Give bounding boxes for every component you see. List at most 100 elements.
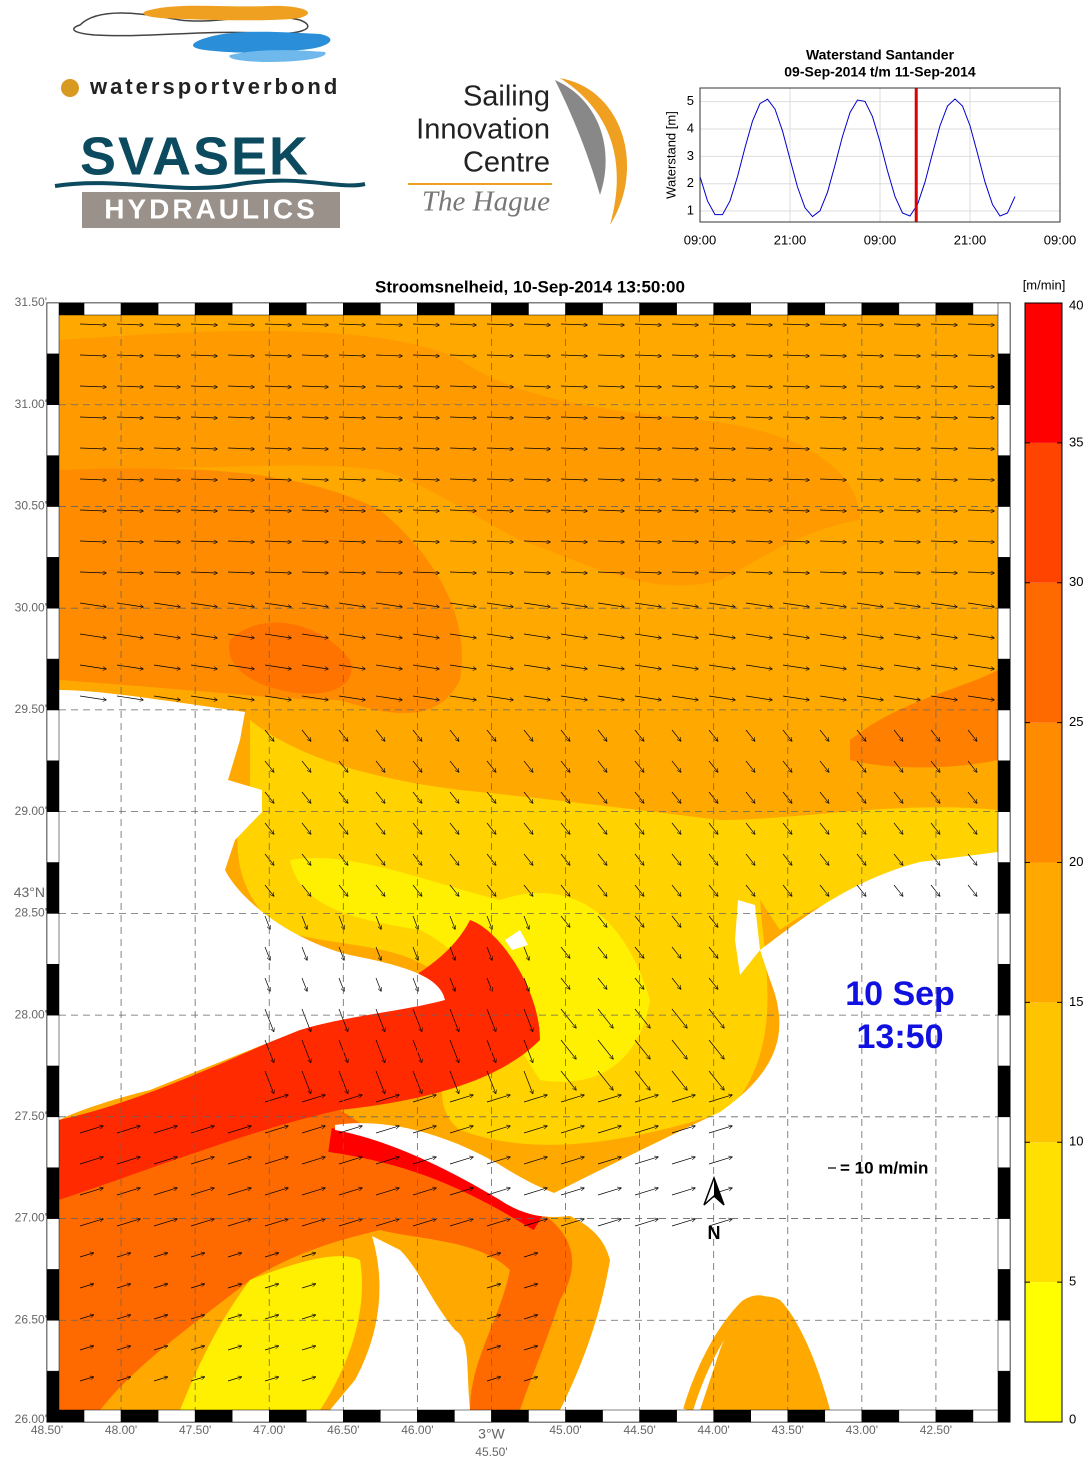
frame-segment [46,963,60,1016]
arrow [301,1039,311,1062]
frame-segment [46,1116,60,1168]
arrow [412,1219,436,1227]
arrow [819,633,846,638]
arrow [338,324,365,325]
arrow [153,448,180,449]
arrow [264,479,291,480]
lat-degree-label: 43°N [14,884,45,900]
frame-segment [997,658,1011,711]
arrow [301,1070,311,1093]
arrow [523,1095,547,1103]
arrow [745,760,755,772]
arrow [301,791,311,803]
arrow [819,729,829,741]
arrow [190,1284,204,1289]
arrow [264,1253,278,1258]
arrow [560,1188,584,1196]
arrow [967,572,994,573]
arrow [486,541,513,542]
arrow [967,884,977,896]
arrow [819,448,846,449]
lon-tick-label: 44.00' [698,1423,730,1437]
colorbar-tick-label: 5 [1069,1274,1076,1289]
frame-segment [194,1409,233,1423]
arrow [634,386,661,387]
frame-segment [997,913,1011,965]
arrow [79,1157,103,1165]
arrow [79,664,106,669]
frame-segment [639,1409,677,1423]
arrow [375,479,402,480]
frame-segment [157,302,196,316]
arrow [523,602,550,607]
arrow [671,417,698,418]
arrow [523,355,550,356]
arrow [782,572,809,573]
frame-segment [46,709,60,762]
arrow [523,633,550,638]
arrow [227,1377,241,1382]
x-tick-label: 09:00 [1044,232,1077,247]
arrow [819,572,846,573]
colorbar-tick-label: 35 [1069,434,1083,449]
arrow [264,541,291,542]
frame-segment [997,760,1011,812]
arrow [819,386,846,387]
arrow [745,884,755,896]
frame-segment [997,1065,1011,1118]
lon-degree-label: 3°W [478,1426,505,1442]
arrow [375,633,402,638]
arrow [708,541,735,542]
frame-segment [713,1409,751,1423]
arrow [153,1346,167,1351]
arrow [597,695,624,700]
arrow [412,884,422,896]
arrow [153,1188,177,1196]
logo-text: Sailing [463,81,550,113]
arrow [930,602,957,607]
arrow [79,417,106,418]
arrow [449,1095,473,1103]
arrow [671,1188,695,1196]
frame-segment [997,963,1011,1016]
arrow [449,946,455,960]
lat-tick-label: 29.50' [15,702,47,716]
arrow [227,602,254,607]
arrow [375,664,402,669]
arrow [930,541,957,542]
logo-text: watersportverbond [89,74,340,99]
arrow [671,729,681,741]
arrow [745,729,755,741]
arrow [412,386,439,387]
arrow [523,1219,547,1227]
arrow [856,417,883,418]
arrow [745,386,772,387]
arrow [486,760,496,772]
arrow [523,915,529,929]
arrow [449,1039,459,1062]
arrow [153,324,180,325]
arrow [227,355,254,356]
lat-tick-label: 30.50' [15,499,47,513]
arrow [153,355,180,356]
arrow [301,510,328,511]
arrow [634,633,661,638]
frame-segment [997,1218,1011,1270]
arrow [153,572,180,573]
arrow [893,853,903,865]
lon-tick-label: 44.50' [623,1423,655,1437]
arrow [597,1157,621,1165]
tide-chart: Waterstand Santander 09-Sep-2014 t/m 11-… [663,47,1076,248]
arrow [967,729,977,741]
arrow [412,541,439,542]
arrow [560,760,570,772]
arrow [227,1126,251,1134]
frame-segment [997,1269,1011,1321]
frame-segment [898,302,937,316]
arrow [634,977,644,989]
frame-segment [565,302,603,316]
arrow [375,572,402,573]
arrow [79,448,106,449]
arrow [301,853,311,865]
arrow [301,602,328,607]
